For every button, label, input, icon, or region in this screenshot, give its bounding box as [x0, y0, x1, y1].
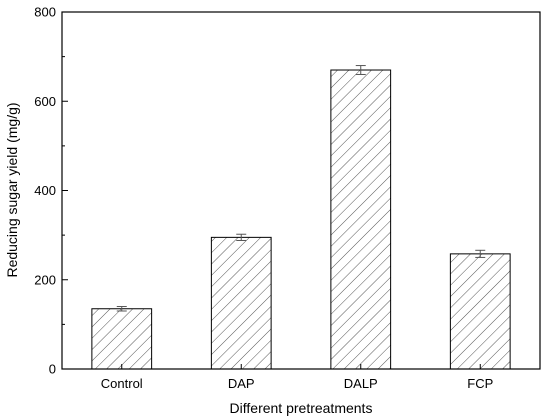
y-tick-label: 800	[34, 5, 56, 20]
x-tick-label-dalp: DALP	[344, 376, 378, 391]
bar-dalp	[330, 69, 392, 370]
x-axis-label: Different pretreatments	[230, 400, 373, 416]
error-bar-control	[116, 306, 127, 312]
error-bar-dap	[236, 233, 247, 241]
y-tick-label: 400	[34, 183, 56, 198]
error-bar-dalp	[355, 65, 366, 75]
x-tick-label-control: Control	[101, 376, 143, 391]
y-tick-label: 200	[34, 272, 56, 287]
bar-control	[91, 308, 153, 370]
y-tick-label: 600	[34, 94, 56, 109]
x-tick-label-dap: DAP	[228, 376, 255, 391]
bar-fcp	[449, 253, 511, 370]
error-bar-fcp	[475, 249, 486, 258]
bar-dap	[210, 236, 272, 370]
y-axis-label: Reducing sugar yield (mg/g)	[4, 102, 20, 277]
x-tick-label-fcp: FCP	[467, 376, 493, 391]
y-tick-label: 0	[49, 362, 56, 377]
